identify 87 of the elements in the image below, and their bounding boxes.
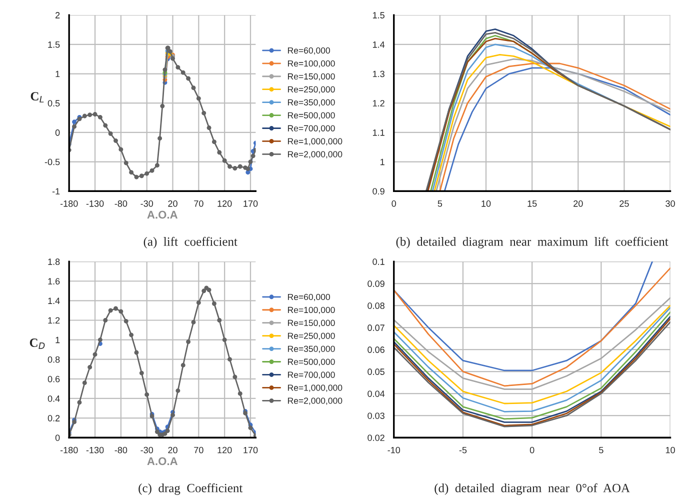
x-tick-label: 20 [168, 200, 178, 207]
y-tick-label: 0.02 [368, 434, 384, 441]
y-tick-label: -0.5 [44, 158, 60, 166]
y-tick-label: -1 [52, 188, 60, 194]
y-tick-label: 0.1 [372, 258, 384, 265]
legend-label: Re=150,000 [288, 320, 335, 328]
x-tick-label: -10 [388, 446, 400, 454]
legend-label: Re=150,000 [288, 73, 335, 81]
x-tick-label: 10 [666, 446, 675, 454]
legend-label: Re=250,000 [288, 332, 335, 340]
y-tick-label: 1.2 [372, 100, 384, 106]
legend-label: Re=100,000 [288, 60, 335, 68]
legend-label: Re=500,000 [288, 112, 335, 120]
y-tick-label: 0.5 [48, 100, 60, 106]
y-tick-label: 0.04 [368, 390, 385, 397]
legend-label: Re=60,000 [288, 294, 330, 302]
legend-label: Re=1,000,000 [288, 138, 342, 146]
x-tick-label: -180 [60, 200, 78, 207]
legend-label: Re=60,000 [288, 47, 330, 55]
x-tick-label: -30 [140, 446, 154, 454]
x-tick-label: -80 [114, 446, 128, 454]
y-tick-label: 0.08 [368, 302, 384, 309]
y-tick-label: 1.2 [48, 317, 60, 324]
legend-label: Re=2,000,000 [288, 151, 342, 158]
x-tick-label: 70 [194, 200, 204, 207]
x-axis-title: A.O.A [147, 210, 178, 219]
x-tick-label: 120 [218, 446, 232, 454]
y-tick-label: 1 [380, 158, 384, 166]
x-tick-label: 15 [528, 200, 537, 207]
y-tick-label: 0.05 [368, 368, 384, 375]
y-tick-label: 1.4 [48, 298, 60, 304]
text: (d) detailed diagram near 0°of AOA [434, 483, 630, 495]
y-tick-label: 1.6 [48, 278, 60, 284]
text: (c) drag Coefficient [138, 483, 243, 495]
legend-label: Re=100,000 [288, 306, 335, 314]
x-tick-label: -130 [86, 446, 104, 454]
y-tick-label: 0.4 [48, 395, 60, 402]
legend-label: Re=250,000 [288, 86, 335, 94]
y-tick-label: 0.06 [368, 346, 384, 353]
x-tick-label: 25 [620, 200, 629, 207]
y-tick-label: 1.1 [372, 130, 384, 136]
legend-label: Re=1,000,000 [288, 384, 342, 392]
y-tick-label: 1.5 [48, 41, 60, 48]
legend-label: Re=700,000 [288, 125, 335, 132]
x-tick-label: 5 [599, 446, 604, 454]
y-tick-label: 0.8 [48, 356, 60, 363]
x-axis-title: A.O.A [147, 457, 178, 466]
x-tick-label: -130 [86, 200, 104, 207]
x-tick-label: 0 [530, 446, 534, 454]
y-tick-label: 0.9 [372, 188, 384, 194]
y-tick-label: 1 [56, 336, 60, 344]
legend-label: Re=500,000 [288, 358, 335, 366]
x-tick-label: -80 [114, 200, 128, 207]
legend-label: Re=700,000 [288, 372, 335, 379]
y-tick-label: 0.03 [368, 412, 384, 419]
x-tick-label: 0 [392, 200, 396, 207]
y-tick-label: 0.09 [368, 280, 384, 287]
x-tick-label: 170 [244, 200, 258, 207]
x-tick-label: 20 [168, 446, 178, 454]
y-tick-label: 2 [56, 12, 60, 18]
y-axis-title: C$_{L}$ [30, 92, 44, 102]
y-tick-label: 1.4 [372, 41, 385, 48]
y-tick-label: 0 [55, 129, 60, 136]
y-tick-label: 0.07 [368, 324, 384, 331]
x-tick-label: 30 [666, 200, 675, 207]
y-tick-label: 1.5 [372, 12, 384, 18]
y-axis-title: C$_{D}$ [30, 338, 45, 349]
x-tick-label: 20 [574, 200, 583, 207]
x-tick-label: 70 [194, 446, 204, 454]
y-tick-label: 1.3 [372, 70, 384, 78]
y-tick-label: 0 [55, 434, 60, 441]
text: (a) lift coefficient [144, 236, 238, 248]
x-tick-label: -5 [459, 446, 467, 454]
y-tick-label: 0.2 [48, 415, 60, 422]
x-tick-label: 170 [244, 446, 258, 454]
x-tick-label: 5 [438, 200, 442, 207]
legend-label: Re=2,000,000 [288, 398, 342, 405]
y-tick-label: 1 [56, 70, 60, 78]
y-tick-label: 0.6 [48, 376, 60, 382]
x-tick-label: -180 [60, 446, 78, 454]
text: (b) detailed diagram near maximum lift coefficient [396, 236, 668, 248]
y-tick-label: 1.8 [48, 258, 60, 265]
x-tick-label: -30 [140, 200, 154, 207]
x-tick-label: 10 [482, 200, 491, 207]
legend-label: Re=350,000 [288, 99, 335, 106]
x-tick-label: 120 [218, 200, 232, 207]
legend-label: Re=350,000 [288, 346, 335, 353]
